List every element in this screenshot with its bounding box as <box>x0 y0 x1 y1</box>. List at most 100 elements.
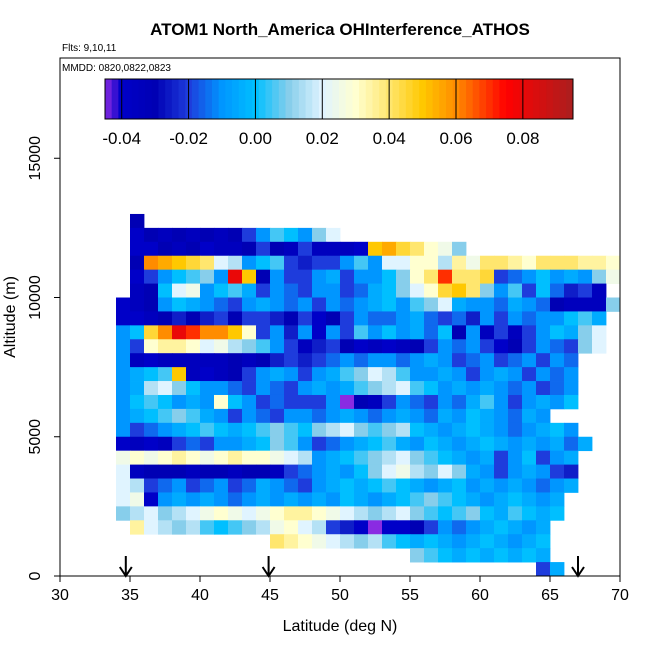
heatmap-cell <box>354 506 369 521</box>
heatmap-cell <box>228 478 243 493</box>
heatmap-cell <box>214 367 229 382</box>
heatmap-cell <box>494 325 509 340</box>
heatmap-cell <box>396 381 411 396</box>
heatmap-cell <box>312 269 327 284</box>
heatmap-cell <box>270 492 285 507</box>
heatmap-cell <box>270 534 285 549</box>
heatmap-cell <box>130 492 145 507</box>
heatmap-cell <box>158 353 173 368</box>
heatmap-cell <box>424 353 439 368</box>
heatmap-cell <box>116 353 131 368</box>
heatmap-cell <box>508 408 523 424</box>
heatmap-cell <box>410 241 425 257</box>
heatmap-cell <box>186 227 201 243</box>
colorbar-segment <box>151 79 159 119</box>
heatmap-cell <box>536 325 551 340</box>
heatmap-cell <box>200 478 215 493</box>
heatmap-cell <box>130 381 145 396</box>
heatmap-cell <box>312 464 327 479</box>
heatmap-cell <box>396 506 411 521</box>
heatmap-cell <box>494 297 509 312</box>
heatmap-cell <box>578 255 593 271</box>
heatmap-cell <box>354 367 369 382</box>
heatmap-cell <box>368 367 383 382</box>
heatmap-cell <box>424 381 439 396</box>
heatmap-cell <box>466 394 481 410</box>
heatmap-cell <box>550 394 565 410</box>
heatmap-cell <box>494 367 509 382</box>
heatmap-cell <box>466 311 481 326</box>
heatmap-cell <box>368 283 383 298</box>
heatmap-cell <box>242 311 257 326</box>
heatmap-cell <box>522 506 537 521</box>
heatmap-cell <box>550 464 565 479</box>
heatmap-cell <box>214 255 229 271</box>
heatmap-cell <box>284 464 299 479</box>
heatmap-cell <box>494 520 509 535</box>
heatmap-cell <box>410 311 425 326</box>
heatmap-cell <box>116 367 131 382</box>
heatmap-cell <box>228 353 243 368</box>
heatmap-cell <box>382 367 397 382</box>
heatmap-cell <box>494 464 509 479</box>
heatmap-cell <box>144 339 159 354</box>
heatmap-cell <box>578 269 593 284</box>
heatmap-cell <box>144 520 159 535</box>
heatmap-cell <box>298 311 313 326</box>
colorbar-segment <box>265 79 273 119</box>
heatmap-cell <box>242 339 257 354</box>
heatmap-cell <box>270 255 285 271</box>
colorbar-tick-label: -0.02 <box>169 129 208 148</box>
heatmap-cell <box>340 534 355 549</box>
heatmap-cell <box>228 394 243 410</box>
heatmap-cell <box>284 492 299 507</box>
heatmap-cell <box>368 534 383 549</box>
heatmap-cell <box>172 408 187 424</box>
heatmap-cell <box>424 506 439 521</box>
heatmap-cell <box>522 492 537 507</box>
heatmap-cell <box>438 283 453 298</box>
colorbar-segment <box>125 79 133 119</box>
heatmap-cell <box>536 311 551 326</box>
heatmap-cell <box>382 492 397 507</box>
heatmap-cell <box>522 283 537 298</box>
heatmap-cell <box>312 227 327 243</box>
heatmap-cell <box>298 241 313 257</box>
heatmap-cell <box>200 255 215 271</box>
heatmap-cell <box>214 464 229 479</box>
heatmap-cell <box>368 241 383 257</box>
heatmap-cell <box>508 506 523 521</box>
heatmap-cell <box>550 339 565 354</box>
heatmap-cell <box>340 311 355 326</box>
heatmap-cell <box>424 534 439 549</box>
heatmap-cell <box>214 381 229 396</box>
heatmap-cell <box>340 520 355 535</box>
heatmap-cell <box>466 492 481 507</box>
heatmap-cell <box>284 255 299 271</box>
heatmap-cell <box>284 408 299 424</box>
heatmap-cell <box>382 422 397 438</box>
heatmap-cell <box>382 297 397 312</box>
colorbar-segment <box>492 79 500 119</box>
heatmap-cell <box>116 464 131 479</box>
heatmap-cell <box>396 394 411 410</box>
heatmap-cell <box>256 478 271 493</box>
colorbar-tick-label: -0.04 <box>102 129 141 148</box>
heatmap-cell <box>214 325 229 340</box>
heatmap-cell <box>550 478 565 493</box>
heatmap-cell <box>242 367 257 382</box>
heatmap-cell <box>298 478 313 493</box>
heatmap-cell <box>312 520 327 535</box>
heatmap-cell <box>186 394 201 410</box>
heatmap-cell <box>214 450 229 465</box>
y-axis: 0 5000 10000 15000 <box>27 136 60 580</box>
heatmap-cell <box>172 367 187 382</box>
colorbar-segment <box>278 79 287 119</box>
heatmap-cell <box>368 464 383 479</box>
heatmap-cell <box>242 325 257 340</box>
heatmap-cell <box>200 408 215 424</box>
heatmap-cell <box>550 381 565 396</box>
colorbar-segment <box>312 79 320 119</box>
heatmap-cell <box>340 255 355 271</box>
heatmap-cell <box>326 269 341 284</box>
